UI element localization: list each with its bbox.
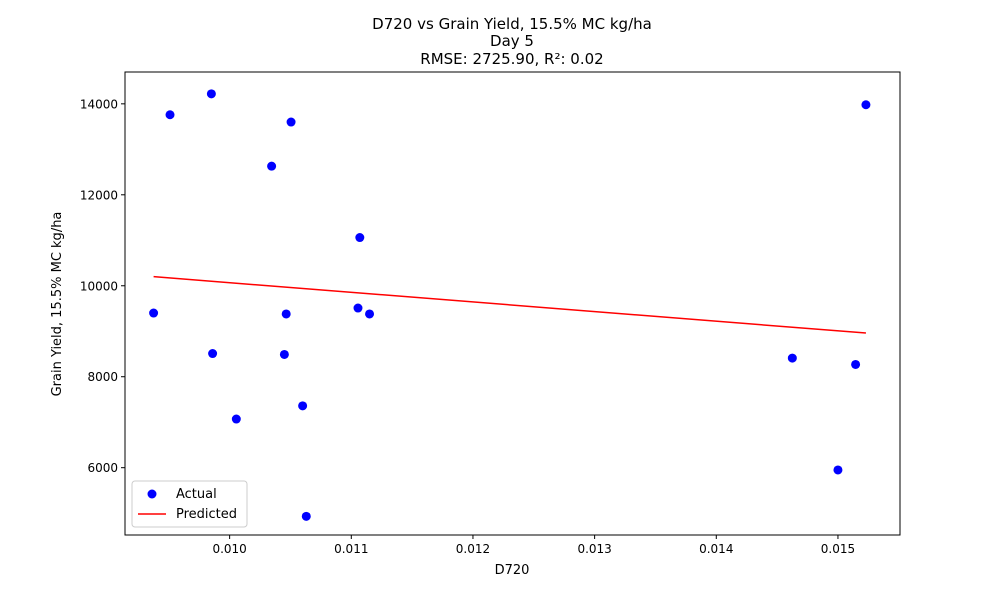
y-tick-label: 8000 <box>87 370 118 384</box>
y-axis-ticks: 6000 8000 10000 12000 14000 <box>80 97 125 475</box>
actual-point <box>365 309 375 319</box>
actual-point <box>298 401 308 411</box>
actual-point <box>165 110 175 120</box>
actual-point <box>231 414 241 424</box>
x-tick-label: 0.011 <box>334 542 368 556</box>
y-tick-label: 6000 <box>87 461 118 475</box>
legend-label-actual: Actual <box>176 487 217 502</box>
actual-point <box>208 349 218 359</box>
actual-point <box>206 89 216 99</box>
actual-point <box>286 117 296 127</box>
chart-title: D720 vs Grain Yield, 15.5% MC kg/ha Day … <box>372 15 652 68</box>
x-tick-label: 0.010 <box>212 542 246 556</box>
actual-point <box>833 465 843 475</box>
title-line-1: D720 vs Grain Yield, 15.5% MC kg/ha <box>372 15 652 33</box>
y-tick-label: 14000 <box>80 97 118 111</box>
actual-point <box>149 308 159 318</box>
actual-point <box>301 511 311 521</box>
title-line-3: RMSE: 2725.90, R²: 0.02 <box>420 50 603 68</box>
actual-point <box>281 309 291 319</box>
x-tick-label: 0.014 <box>699 542 733 556</box>
y-tick-label: 10000 <box>80 279 118 293</box>
plot-frame <box>124 71 901 536</box>
y-axis-label: Grain Yield, 15.5% MC kg/ha <box>50 212 65 397</box>
x-axis-ticks: 0.010 0.011 0.012 0.013 0.014 0.015 <box>212 535 855 556</box>
x-tick-label: 0.015 <box>821 542 855 556</box>
series-layer <box>149 89 871 521</box>
actual-point <box>279 349 289 359</box>
actual-point <box>787 353 797 363</box>
y-tick-label: 12000 <box>80 188 118 202</box>
x-axis-label: D720 <box>495 563 530 578</box>
legend-label-predicted: Predicted <box>176 507 237 522</box>
actual-point <box>353 303 363 313</box>
actual-point <box>355 233 365 243</box>
x-tick-label: 0.012 <box>456 542 490 556</box>
title-line-2: Day 5 <box>490 32 534 50</box>
actual-point <box>851 359 861 369</box>
legend-box <box>131 480 248 528</box>
legend: Actual Predicted <box>131 480 248 528</box>
legend-marker-actual <box>147 489 157 499</box>
actual-point <box>861 100 871 110</box>
actual-point <box>267 161 277 171</box>
plot-area: 0.010 0.011 0.012 0.013 0.014 0.015 6000 8000 1… <box>80 71 901 556</box>
predicted-line <box>153 275 866 334</box>
x-tick-label: 0.013 <box>577 542 611 556</box>
